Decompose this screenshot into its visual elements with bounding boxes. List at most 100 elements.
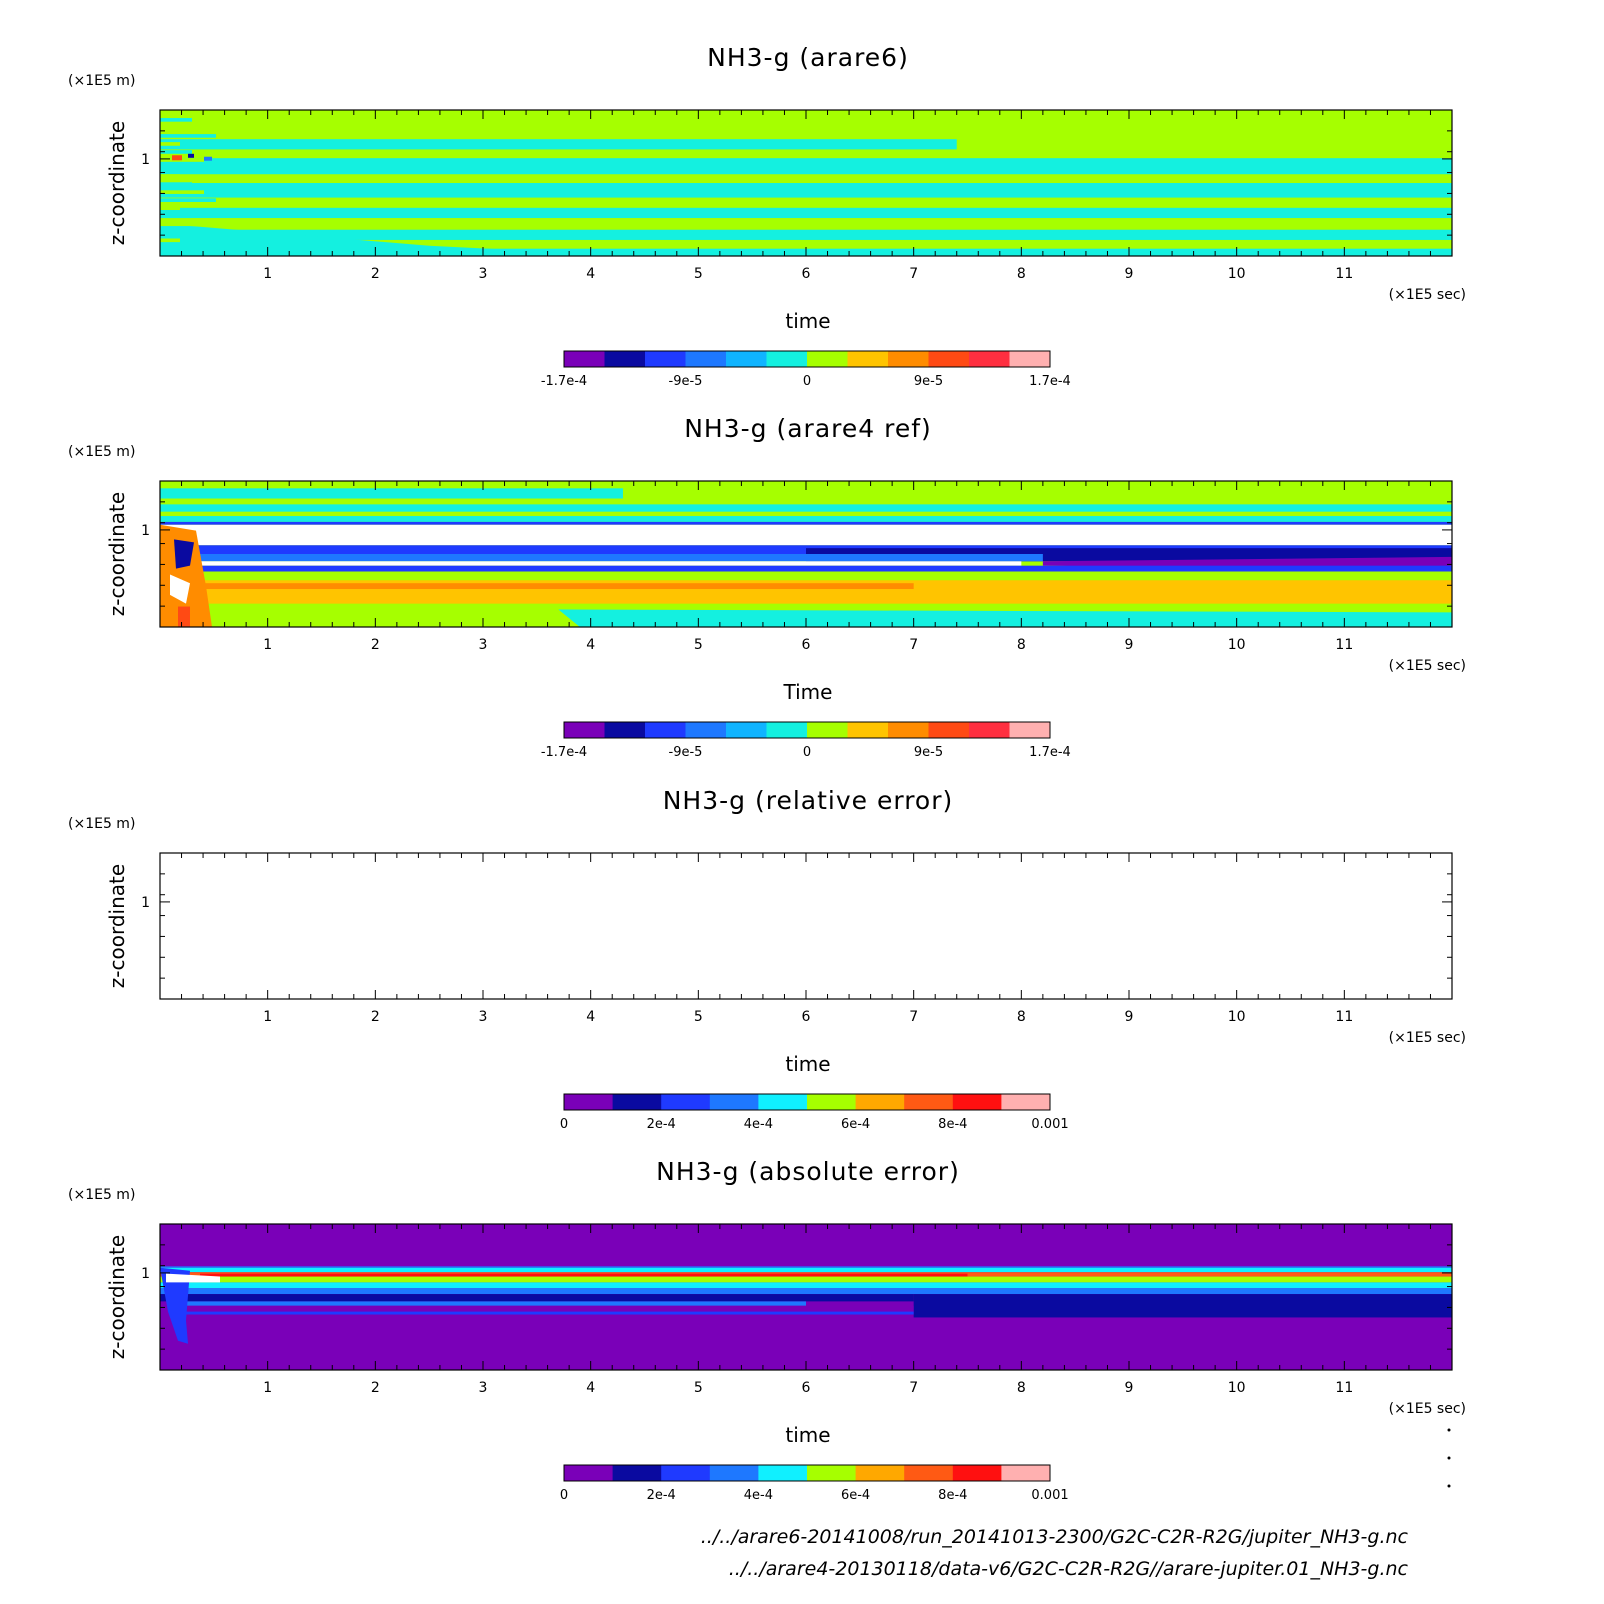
x-tick-label: 8 <box>1017 637 1026 653</box>
field-spot <box>172 155 182 161</box>
y-axis-label: z-coordinate <box>105 864 129 988</box>
field-band <box>160 230 216 235</box>
colorbar: 0 2e-4 4e-4 6e-4 8e-4 0.001 <box>560 1464 1069 1503</box>
colorbar-tick-label: 0.001 <box>1031 1488 1068 1503</box>
colorbar-tick-label: 8e-4 <box>938 1488 967 1503</box>
chart-panel: NH3-g (arare4 ref)(×1E5 m)11 2 3 4 5 6 7 8 9 10 11… <box>68 414 1466 760</box>
colorbar-tick-label: 6e-4 <box>841 1117 870 1132</box>
field-spot <box>188 153 194 158</box>
chart-panel: NH3-g (absolute error)(×1E5 m)11 2 3 4 5 6 7 8 9… <box>68 1157 1466 1503</box>
colorbar-tick-label: 6e-4 <box>841 1488 870 1503</box>
x-axis-unit: (×1E5 sec) <box>1389 658 1466 674</box>
field-band <box>160 1288 1452 1295</box>
field-region <box>170 574 190 604</box>
x-tick-label: 7 <box>909 1380 918 1396</box>
x-tick-label: 1 <box>263 1009 272 1025</box>
colorbar-swatch <box>807 722 848 738</box>
colorbar-tick-label: -9e-5 <box>669 745 703 760</box>
colorbar-tick-label: -9e-5 <box>669 374 703 389</box>
x-tick-label: 4 <box>586 1380 595 1396</box>
colorbar-frame <box>563 1464 1051 1482</box>
x-axis-label: time <box>785 1423 830 1447</box>
field-band <box>160 166 216 170</box>
field-band <box>160 516 1452 522</box>
field-band <box>180 1305 914 1312</box>
field-band <box>160 488 623 499</box>
x-axis-unit: (×1E5 sec) <box>1389 1030 1466 1046</box>
field-band <box>160 238 180 243</box>
x-tick-label: 3 <box>479 1009 488 1025</box>
y-tick-label: 1 <box>141 152 150 168</box>
colorbar-tick-label: 0 <box>803 374 811 389</box>
field-band <box>160 214 192 219</box>
x-tick-label: 8 <box>1017 1009 1026 1025</box>
colorbar: -1.7e-4 -9e-5 0 9e-5 1.7e-4 <box>541 721 1071 760</box>
field-region <box>160 524 212 627</box>
x-tick-label: 6 <box>802 1009 811 1025</box>
colorbar-swatch <box>888 351 929 367</box>
artifact-dot <box>1447 1484 1451 1488</box>
plot-frame <box>159 852 1453 1000</box>
y-axis-unit: (×1E5 m) <box>68 816 135 832</box>
colorbar-swatch <box>969 722 1010 738</box>
colorbar-tick-label: 9e-5 <box>914 745 943 760</box>
colorbar-swatch <box>604 722 646 738</box>
colorbar-tick-label: 0 <box>803 745 811 760</box>
colorbar-swatch <box>645 722 686 738</box>
colorbar-tick-label: -1.7e-4 <box>541 374 587 389</box>
x-axis-label: time <box>785 1052 830 1076</box>
x-tick-label: 4 <box>586 266 595 282</box>
x-tick-label: 10 <box>1228 266 1246 282</box>
x-tick-label: 9 <box>1125 1380 1134 1396</box>
x-tick-label: 5 <box>694 266 703 282</box>
colorbar-swatch <box>847 722 889 738</box>
colorbar: 0 2e-4 4e-4 6e-4 8e-4 0.001 <box>560 1093 1069 1132</box>
colorbar-swatch <box>564 351 605 367</box>
field-spot <box>178 606 190 627</box>
x-axis-label: Time <box>783 680 833 704</box>
colorbar-tick-label: 0 <box>560 1117 568 1132</box>
colorbar-swatch <box>969 351 1010 367</box>
colorbar-swatch <box>758 1094 808 1110</box>
colorbar-tick-label: -1.7e-4 <box>541 745 587 760</box>
field-band <box>170 554 1043 562</box>
field-band <box>160 139 957 150</box>
x-tick-label: 5 <box>694 1380 703 1396</box>
colorbar-swatch <box>1001 1094 1051 1110</box>
source-file-path-1: ../../arare6-20141008/run_20141013-2300/… <box>700 1526 1408 1548</box>
colorbar-tick-label: 2e-4 <box>647 1488 676 1503</box>
x-axis-unit: (×1E5 sec) <box>1389 1401 1466 1417</box>
x-tick-label: 8 <box>1017 1380 1026 1396</box>
field-band <box>160 1267 1452 1273</box>
colorbar-frame <box>563 1093 1051 1111</box>
x-tick-label: 6 <box>802 266 811 282</box>
colorbar-swatch <box>564 1094 613 1110</box>
artifact-dot <box>1447 1428 1451 1432</box>
field-band <box>160 521 1452 525</box>
x-tick-label: 2 <box>371 1380 380 1396</box>
x-tick-label: 11 <box>1335 637 1353 653</box>
colorbar-swatch <box>685 351 727 367</box>
field-band <box>160 134 216 138</box>
chart-title: NH3-g (arare4 ref) <box>684 414 932 443</box>
field-band <box>180 1311 914 1315</box>
field-band <box>160 504 1452 512</box>
x-tick-label: 11 <box>1335 1009 1353 1025</box>
x-tick-label: 3 <box>479 266 488 282</box>
colorbar-swatch <box>612 1465 662 1481</box>
colorbar-tick-label: 2e-4 <box>647 1117 676 1132</box>
colorbar-swatch <box>612 1094 662 1110</box>
colorbar-swatch <box>726 351 767 367</box>
colorbar-tick-label: 0 <box>560 1488 568 1503</box>
field-band <box>160 1266 1452 1268</box>
colorbar-swatch <box>928 351 970 367</box>
colorbar-swatch <box>766 351 808 367</box>
field-band <box>160 207 1452 219</box>
y-axis-label: z-coordinate <box>105 492 129 616</box>
colorbar-frame <box>563 350 1051 368</box>
colorbar-swatch <box>564 722 605 738</box>
x-axis-label: time <box>785 309 830 333</box>
x-tick-label: 5 <box>694 1009 703 1025</box>
chart-title: NH3-g (arare6) <box>707 43 909 72</box>
field-band <box>160 183 1452 198</box>
